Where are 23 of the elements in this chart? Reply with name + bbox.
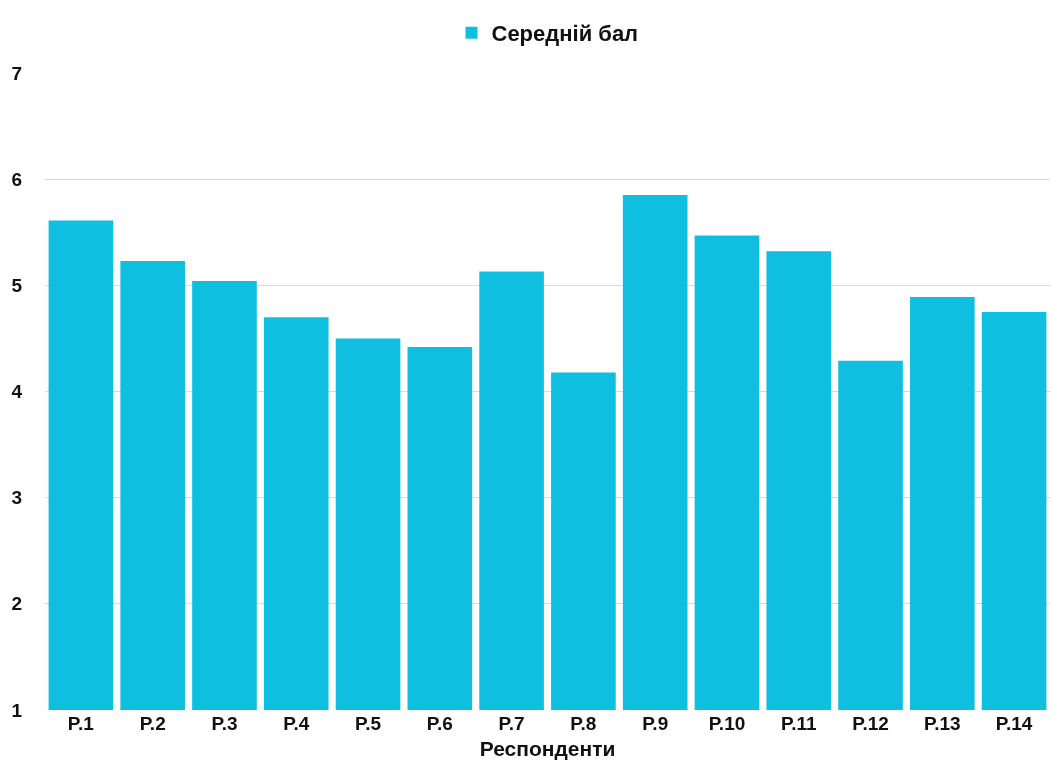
x-tick-label: P.2	[139, 713, 166, 734]
x-tick-label: P.14	[995, 713, 1033, 734]
y-tick-label: 4	[11, 381, 23, 403]
x-tick-label: P.12	[852, 713, 889, 734]
y-tick-label: 1	[11, 699, 23, 721]
legend-label: Середній бал	[491, 21, 639, 47]
y-tick-label: 6	[11, 168, 22, 190]
x-tick-label: P.13	[924, 713, 961, 734]
x-tick-label: P.7	[498, 713, 525, 734]
x-tick-label: P.4	[283, 713, 310, 734]
x-tick-label: P.9	[642, 713, 669, 734]
x-axis-title: Респонденти	[479, 737, 616, 761]
y-tick-label: 3	[11, 487, 22, 509]
x-tick-label: P.8	[570, 713, 597, 734]
x-tick-label: P.5	[355, 713, 382, 734]
y-tick-label: 7	[11, 62, 22, 84]
x-tick-label: P.1	[67, 713, 95, 734]
y-tick-label: 5	[11, 274, 23, 296]
x-tick-label: P.3	[211, 713, 238, 734]
x-tick-label: P.6	[426, 713, 453, 734]
x-tick-label: P.11	[780, 713, 817, 734]
y-tick-label: 2	[11, 593, 22, 615]
x-tick-label: P.10	[708, 713, 746, 734]
